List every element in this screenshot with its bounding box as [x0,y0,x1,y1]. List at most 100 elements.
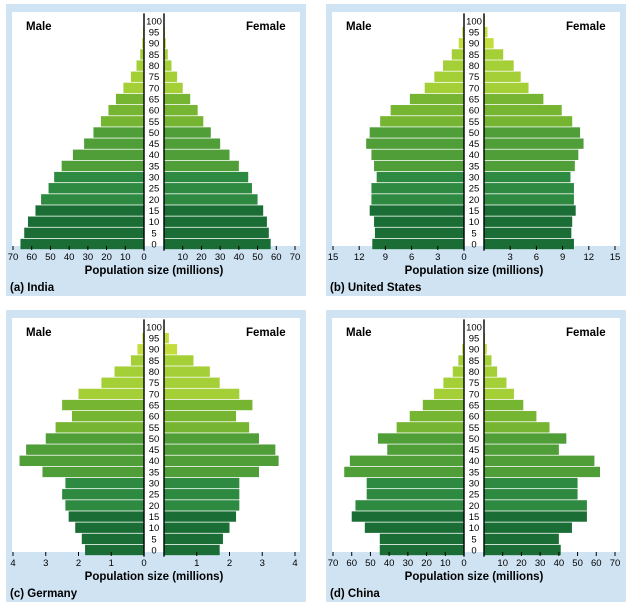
bar-female-age-20 [164,194,258,205]
bar-female-age-15 [164,205,264,216]
bar-male-age-60 [390,105,464,116]
age-label: 15 [149,512,160,523]
age-label: 90 [469,345,480,356]
bar-female-age-5 [484,533,559,545]
bar-male-age-25 [62,489,144,500]
x-tick-label: 60 [591,558,602,569]
x-tick-label: 70 [610,558,621,569]
chart-caption: (a) India [10,282,55,294]
bar-male-age-5 [81,533,144,545]
bar-female-age-25 [164,489,240,500]
bar-female-age-95 [164,332,169,344]
bar-female-age-80 [164,60,172,71]
bar-female-age-65 [484,93,544,105]
age-label: 75 [469,378,480,389]
bar-male-age-30 [54,171,144,183]
x-tick-label: 60 [346,558,357,569]
age-label: 0 [471,239,476,250]
bar-male-age-5 [379,533,464,545]
bar-female-age-90 [484,344,487,355]
x-tick-label: 1 [109,558,114,569]
bar-female-age-15 [164,511,237,522]
x-tick-label: 60 [26,252,37,263]
x-tick-label: 6 [409,252,414,263]
x-tick-label: 70 [8,252,19,263]
age-label: 65 [469,400,480,411]
age-label: 10 [149,523,160,534]
bar-female-age-25 [164,183,252,194]
age-label: 5 [471,534,476,545]
age-label: 70 [469,83,480,94]
x-tick-label: 1 [194,558,199,569]
bar-male-age-40 [349,455,464,466]
age-label: 45 [469,139,480,150]
age-label: 50 [469,434,480,445]
bar-female-age-10 [164,522,230,533]
female-label: Female [566,21,606,33]
x-tick-label: 20 [516,558,527,569]
bar-male-age-80 [443,60,464,71]
bar-male-age-45 [387,444,464,455]
age-label: 100 [146,16,162,27]
bar-male-age-25 [48,183,144,194]
age-label: 60 [469,106,480,117]
bar-male-age-95 [142,332,144,344]
bar-male-age-85 [140,49,144,60]
bar-female-age-50 [484,433,567,444]
bar-male-age-15 [35,205,145,216]
bar-female-age-30 [484,171,571,183]
bar-female-age-90 [484,38,494,49]
bar-female-age-65 [484,399,524,411]
bar-female-age-0 [484,238,574,250]
x-tick-label: 9 [560,252,565,263]
bar-male-age-55 [380,116,464,127]
age-label: 10 [149,217,160,228]
bar-female-age-55 [164,422,250,433]
pyramid-chart-c-germany: 0510152025303540455055606570758085909510… [10,318,300,600]
bar-male-age-50 [45,433,144,444]
bar-female-age-45 [164,444,276,455]
bar-male-age-95 [462,26,464,38]
x-axis-title: Population size (millions) [405,265,544,277]
x-tick-label: 0 [141,558,146,569]
age-label: 55 [469,117,480,128]
bar-male-age-20 [65,500,144,511]
bar-male-age-70 [424,82,464,94]
female-label: Female [246,21,286,33]
bar-female-age-70 [484,82,529,94]
age-label: 25 [469,490,480,501]
bar-female-age-80 [164,366,210,377]
bar-male-age-60 [108,105,144,116]
panel-united-states: 0 5 10 15 20 25 30 35 40 45 50 55 60 65 70 75 80 85 90 95 10… [326,4,626,296]
x-tick-label: 10 [497,558,508,569]
bar-female-age-50 [164,433,259,444]
bar-female-age-45 [484,138,584,149]
bar-female-age-80 [484,366,498,377]
x-tick-label: 3 [435,252,440,263]
x-tick-label: 3 [508,252,513,263]
x-tick-label: 4 [292,558,297,569]
x-tick-label: 0 [461,252,466,263]
x-tick-label: 30 [535,558,546,569]
x-tick-label: 15 [610,252,621,263]
x-tick-label: 0 [141,252,146,263]
bar-male-age-0 [372,238,464,250]
bar-female-age-20 [484,194,574,205]
age-label: 5 [151,228,156,239]
bar-female-age-10 [484,522,572,533]
age-label: 60 [469,412,480,423]
bar-female-age-80 [484,60,514,71]
bar-male-age-40 [19,455,144,466]
age-label: 80 [149,61,160,72]
age-label: 70 [149,389,160,400]
age-label: 50 [149,128,160,139]
bar-male-age-75 [130,71,144,82]
bar-male-age-15 [68,511,144,522]
bar-female-age-40 [164,149,230,160]
age-label: 95 [469,334,480,345]
age-label: 100 [466,322,482,333]
age-label: 40 [469,456,480,467]
bar-female-age-15 [484,511,587,522]
bar-female-age-20 [484,500,587,511]
age-label: 85 [149,356,160,367]
